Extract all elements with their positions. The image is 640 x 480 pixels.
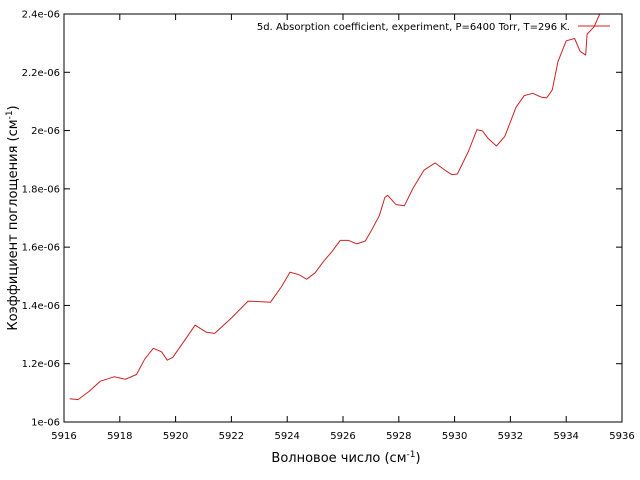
y-tick-label: 2e-06 [31,126,60,137]
x-tick-label: 5918 [107,431,132,442]
plot-area [69,13,601,401]
y-axis-label: Коэффициент поглощения (см-1) [5,105,21,330]
y-tick-label: 1.4e-06 [22,301,60,312]
x-axis-label: Волновое число (см-1) [271,450,420,466]
x-tick-label: 5934 [553,431,578,442]
x-tick-label: 5924 [274,431,299,442]
y-tick-label: 1.6e-06 [22,243,60,254]
y-tick-label: 2.4e-06 [22,10,60,21]
x-tick-label: 5928 [386,431,411,442]
axis-ticks: 5916 5918 5920 5922 5924 5926 5928 5930 5932 5934… [22,10,635,443]
legend-label: 5d. Absorption coefficient, experiment, … [257,22,570,33]
x-tick-label: 5920 [163,431,188,442]
x-tick-label: 5916 [51,431,76,442]
y-tick-label: 2.2e-06 [22,68,60,79]
legend: 5d. Absorption coefficient, experiment, … [257,22,610,33]
y-tick-label: 1e-06 [31,418,60,429]
x-tick-label: 5936 [609,431,634,442]
y-tick-label: 1.2e-06 [22,359,60,370]
x-tick-label: 5926 [330,431,355,442]
series-line-0 [69,13,601,401]
y-tick-label: 1.8e-06 [22,184,60,195]
x-tick-label: 5922 [219,431,244,442]
x-tick-label: 5930 [442,431,467,442]
x-tick-label: 5932 [498,431,523,442]
